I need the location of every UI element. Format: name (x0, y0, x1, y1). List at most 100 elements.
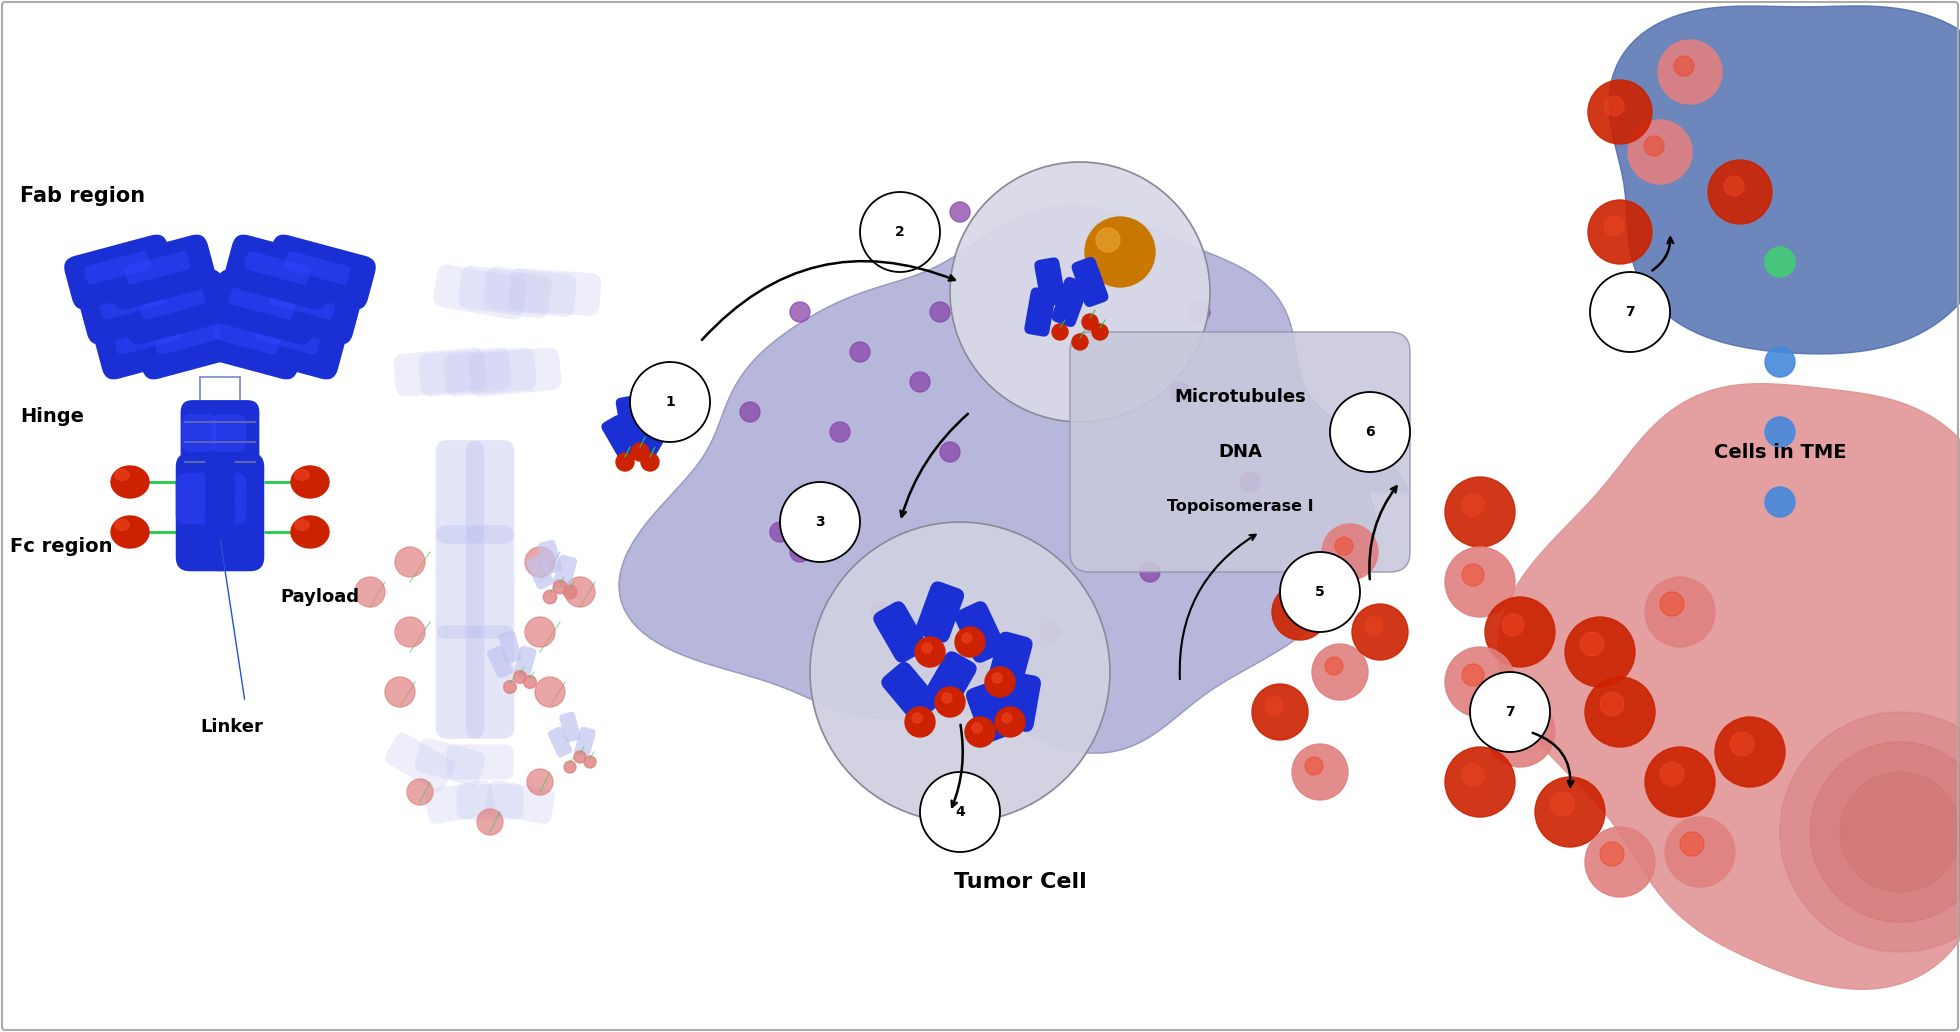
FancyBboxPatch shape (133, 304, 245, 380)
FancyBboxPatch shape (602, 415, 639, 459)
Circle shape (1305, 757, 1323, 775)
FancyBboxPatch shape (433, 264, 527, 320)
FancyBboxPatch shape (206, 453, 265, 572)
Circle shape (396, 617, 425, 647)
Circle shape (523, 676, 537, 688)
FancyBboxPatch shape (882, 662, 939, 722)
Circle shape (1588, 200, 1652, 264)
Text: Fc region: Fc region (10, 537, 112, 556)
Circle shape (1002, 713, 1011, 723)
FancyBboxPatch shape (466, 525, 514, 639)
FancyBboxPatch shape (435, 525, 484, 639)
Circle shape (553, 580, 566, 593)
Text: Fab region: Fab region (20, 186, 145, 206)
Circle shape (194, 401, 206, 413)
Circle shape (525, 617, 555, 647)
Circle shape (504, 680, 515, 694)
Circle shape (1445, 747, 1515, 817)
Circle shape (860, 192, 941, 272)
FancyBboxPatch shape (249, 269, 361, 345)
Text: Hinge: Hinge (20, 407, 84, 426)
Circle shape (1462, 565, 1484, 586)
Circle shape (629, 362, 710, 442)
Text: 5: 5 (1315, 585, 1325, 599)
FancyBboxPatch shape (459, 265, 551, 318)
FancyBboxPatch shape (182, 414, 216, 452)
FancyBboxPatch shape (229, 286, 296, 320)
Circle shape (972, 723, 982, 733)
Circle shape (476, 809, 504, 835)
Circle shape (1603, 216, 1625, 236)
FancyBboxPatch shape (435, 625, 484, 739)
FancyBboxPatch shape (206, 473, 247, 524)
Circle shape (1331, 392, 1409, 472)
FancyBboxPatch shape (1000, 672, 1041, 732)
FancyBboxPatch shape (94, 304, 206, 380)
FancyBboxPatch shape (100, 286, 165, 320)
Circle shape (1486, 697, 1554, 767)
Circle shape (1660, 762, 1684, 786)
Circle shape (1086, 217, 1154, 287)
Text: 6: 6 (1366, 425, 1374, 439)
Circle shape (1445, 547, 1515, 617)
FancyBboxPatch shape (120, 269, 231, 345)
Circle shape (780, 482, 860, 562)
Circle shape (935, 687, 964, 717)
Circle shape (1501, 714, 1525, 736)
FancyBboxPatch shape (447, 744, 514, 779)
Circle shape (1335, 537, 1352, 555)
FancyBboxPatch shape (510, 268, 602, 316)
Circle shape (1462, 764, 1484, 786)
Circle shape (643, 390, 661, 408)
Circle shape (527, 769, 553, 795)
Circle shape (1280, 552, 1360, 632)
FancyBboxPatch shape (210, 269, 321, 345)
FancyBboxPatch shape (265, 234, 376, 310)
FancyBboxPatch shape (1035, 257, 1066, 307)
Circle shape (1070, 342, 1090, 362)
Circle shape (1766, 347, 1795, 377)
FancyBboxPatch shape (874, 602, 927, 663)
Circle shape (1766, 247, 1795, 277)
Circle shape (1580, 632, 1603, 656)
Circle shape (941, 442, 960, 462)
Circle shape (955, 627, 986, 657)
FancyBboxPatch shape (104, 234, 216, 310)
Circle shape (915, 637, 945, 667)
Circle shape (1445, 477, 1515, 547)
FancyBboxPatch shape (574, 727, 596, 757)
Circle shape (1041, 622, 1060, 642)
Circle shape (1170, 382, 1190, 402)
Circle shape (1445, 647, 1515, 717)
Text: Payload: Payload (280, 588, 359, 606)
Circle shape (1462, 664, 1484, 686)
FancyBboxPatch shape (114, 321, 180, 355)
FancyBboxPatch shape (206, 457, 235, 507)
Circle shape (1588, 80, 1652, 144)
Circle shape (741, 402, 760, 422)
Circle shape (1766, 487, 1795, 517)
Circle shape (631, 443, 649, 461)
Circle shape (996, 707, 1025, 737)
Text: DNA: DNA (1217, 443, 1262, 461)
Circle shape (951, 202, 970, 222)
FancyBboxPatch shape (419, 348, 512, 396)
Ellipse shape (296, 519, 310, 530)
Circle shape (1311, 644, 1368, 700)
Circle shape (1658, 40, 1723, 104)
FancyBboxPatch shape (214, 321, 280, 355)
FancyBboxPatch shape (547, 727, 572, 757)
FancyBboxPatch shape (1053, 277, 1088, 327)
Circle shape (1590, 272, 1670, 352)
Circle shape (1292, 744, 1348, 800)
FancyBboxPatch shape (988, 632, 1033, 692)
FancyBboxPatch shape (537, 540, 563, 574)
FancyBboxPatch shape (416, 738, 486, 786)
FancyBboxPatch shape (394, 348, 486, 396)
Circle shape (870, 602, 890, 622)
Circle shape (851, 342, 870, 362)
Circle shape (535, 677, 564, 707)
FancyBboxPatch shape (180, 400, 229, 484)
Circle shape (233, 401, 247, 413)
Circle shape (1462, 494, 1484, 516)
